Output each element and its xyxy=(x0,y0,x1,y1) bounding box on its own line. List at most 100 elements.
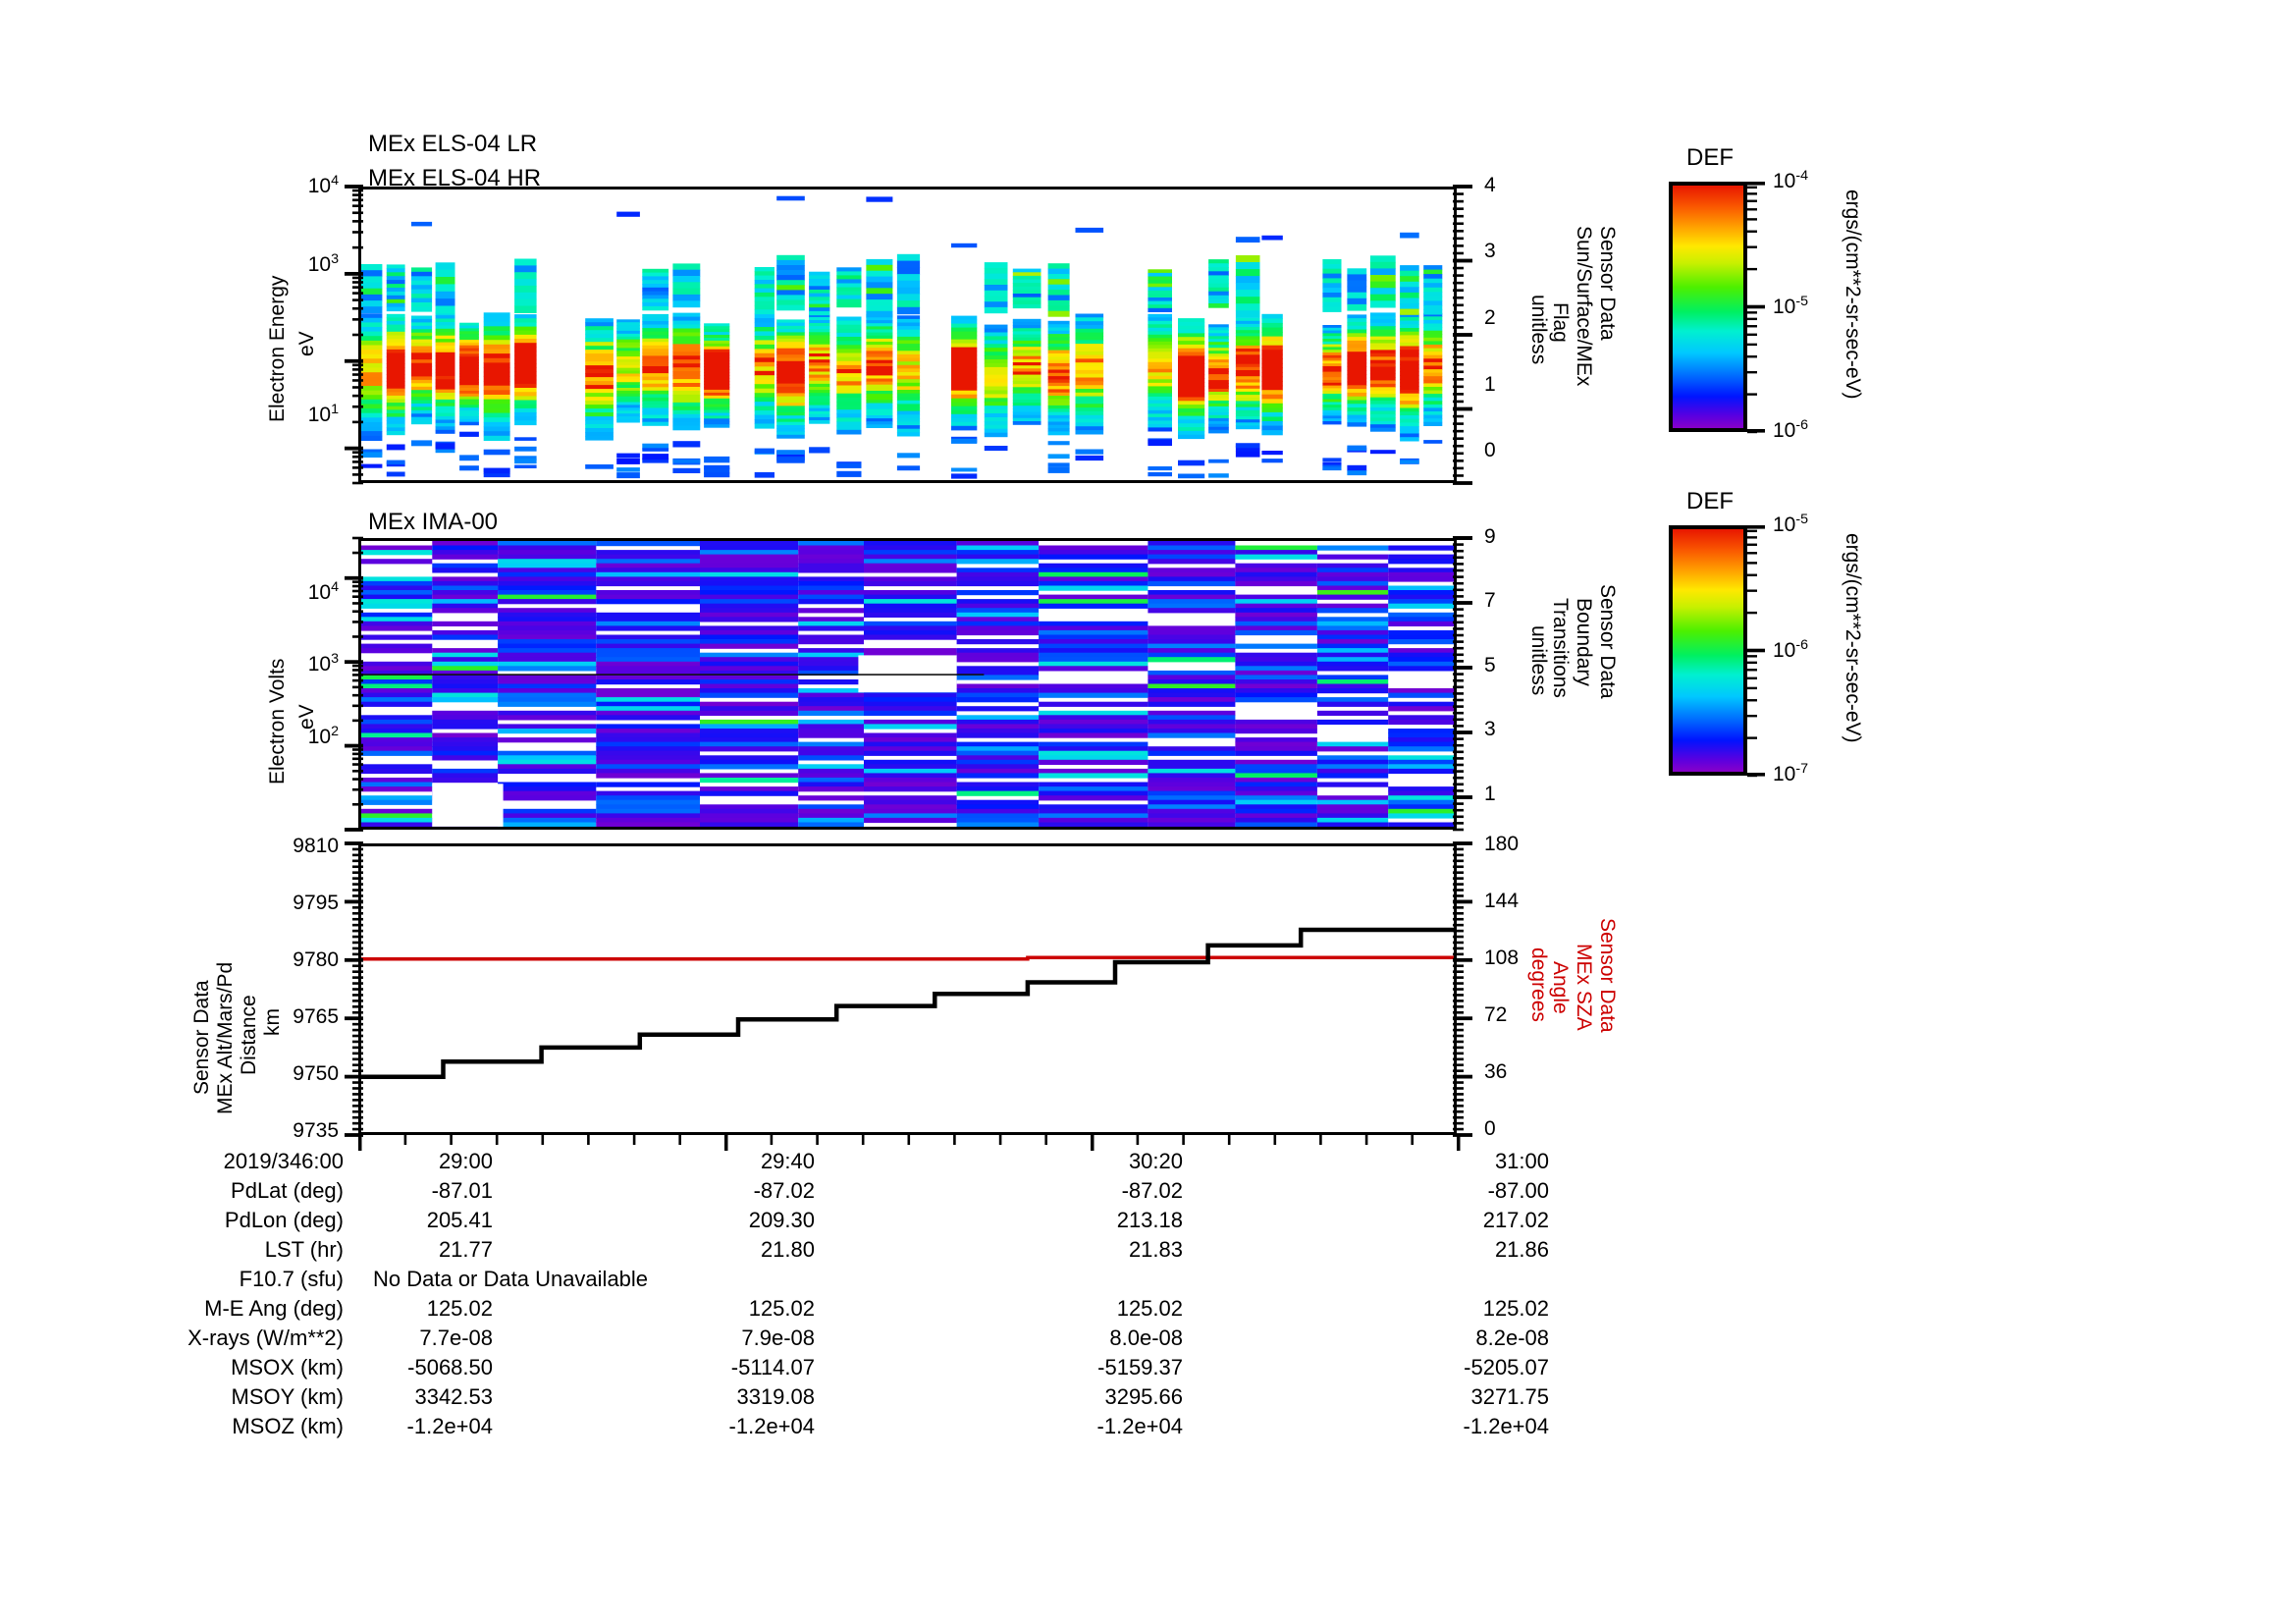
colorbar-ima-label-top: 10-5 xyxy=(1773,512,1808,537)
info-row-value: -5114.07 xyxy=(730,1355,815,1380)
info-row-value: 209.30 xyxy=(748,1208,815,1232)
ytick-exp: 4 xyxy=(331,579,339,595)
info-row-value: -5068.50 xyxy=(407,1355,493,1380)
info-row-value: 29:00 xyxy=(438,1149,493,1173)
panel3-series-canvas xyxy=(361,927,1454,1079)
panel3-ltick-9810: 9810 xyxy=(293,835,339,857)
colorbar-els-units: ergs/(cm**2-sr-sec-eV) xyxy=(1842,189,1865,400)
panel-els-rtick-1: 1 xyxy=(1484,373,1496,396)
ytick-mantissa: 10 xyxy=(307,175,332,197)
panel3-right-label-l2: Angle xyxy=(1549,961,1573,1014)
panel-els-ylabel-text: Electron Energy xyxy=(266,275,289,422)
panel3-rtick-72: 72 xyxy=(1484,1003,1508,1026)
cbar-mantissa: 10 xyxy=(1773,763,1796,785)
info-row-value: 7.7e-08 xyxy=(419,1325,493,1350)
panel3-frame xyxy=(358,843,1457,1135)
cbar-exp: -5 xyxy=(1795,294,1809,309)
info-row-value: 21.80 xyxy=(760,1237,815,1262)
ytick-exp: 1 xyxy=(331,402,339,417)
info-row-value: -1.2e+04 xyxy=(1463,1414,1549,1438)
panel-ima-spectrogram xyxy=(361,541,1454,827)
panel3-ltick-9750: 9750 xyxy=(293,1062,339,1085)
panel3-ltick-9780: 9780 xyxy=(293,948,339,971)
info-row-label: MSOX (km) xyxy=(231,1355,344,1380)
info-row-value: -1.2e+04 xyxy=(728,1414,815,1438)
colorbar-ima-ticks xyxy=(1747,525,1765,778)
panel3-ltick-9765: 9765 xyxy=(293,1005,339,1028)
panel-els-ytick-1e3: 103 xyxy=(285,251,339,277)
info-row-value: -5205.07 xyxy=(1464,1355,1549,1380)
panel-altitude-sza: Sensor Data MEx Alt/Mars/Pd Distance km … xyxy=(0,830,2296,1163)
panel3-ltick-9735: 9735 xyxy=(293,1119,339,1142)
info-row-value: -5159.37 xyxy=(1097,1355,1183,1380)
info-row-label: F10.7 (sfu) xyxy=(239,1267,344,1291)
panel-ima-right-label-l1: Boundary xyxy=(1573,598,1596,686)
panel-els-right-label-l2: Flag xyxy=(1549,302,1573,343)
info-row-value: 30:20 xyxy=(1128,1149,1183,1173)
info-row-value: -87.02 xyxy=(1121,1178,1183,1203)
info-row-label: MSOY (km) xyxy=(231,1384,344,1409)
info-row-value: 3271.75 xyxy=(1470,1384,1549,1409)
info-row-value: 217.02 xyxy=(1482,1208,1549,1232)
colorbar-ima-bar xyxy=(1669,525,1747,776)
panel-els-left-ticks xyxy=(345,185,363,485)
ytick-mantissa: 10 xyxy=(307,653,332,676)
info-row-value: 205.41 xyxy=(426,1208,493,1232)
panel3-rtick-144: 144 xyxy=(1484,890,1520,912)
panel3-left-label-l0: Sensor Data xyxy=(190,980,213,1095)
panel-els-spectrogram xyxy=(361,195,1443,479)
panel3-rtick-108: 108 xyxy=(1484,947,1520,969)
panel-ima: MEx IMA-00 Electron Volts eV 104 103 102… xyxy=(0,491,2296,844)
panel3-right-label-l0: Sensor Data xyxy=(1596,918,1620,1033)
panel3-rtick-180: 180 xyxy=(1484,833,1520,855)
colorbar-ima-label-bottom: 10-7 xyxy=(1773,761,1808,786)
panel3-rtick-36: 36 xyxy=(1484,1060,1508,1083)
ytick-mantissa: 10 xyxy=(307,404,332,426)
xaxis-ticks xyxy=(358,1135,1461,1151)
colorbar-els-label-mid: 10-5 xyxy=(1773,294,1808,319)
info-row-value: 8.2e-08 xyxy=(1475,1325,1549,1350)
panel3-left-ticks xyxy=(345,841,363,1137)
info-row-label: PdLat (deg) xyxy=(231,1178,344,1203)
cbar-exp: -7 xyxy=(1795,761,1809,777)
panel-els-title-lr: MEx ELS-04 LR xyxy=(368,131,538,157)
ytick-mantissa: 10 xyxy=(307,581,332,604)
info-row-label: X-rays (W/m**2) xyxy=(187,1325,344,1350)
info-row-value: -1.2e+04 xyxy=(406,1414,493,1438)
info-row-value: -87.01 xyxy=(431,1178,493,1203)
panel-ima-left-ticks xyxy=(345,536,363,832)
colorbar-ima-title: DEF xyxy=(1686,488,1734,514)
info-row-value: 21.83 xyxy=(1128,1237,1183,1262)
ytick-exp: 2 xyxy=(331,724,339,739)
info-row-value: 213.18 xyxy=(1116,1208,1183,1232)
cbar-exp: -6 xyxy=(1795,417,1809,433)
panel-els-rtick-2: 2 xyxy=(1484,306,1496,329)
info-row-label: PdLon (deg) xyxy=(224,1208,344,1232)
info-table: 2019/346:00 29:00 29:40 30:20 31:00 PdLat (de… xyxy=(0,1149,2296,1443)
colorbar-els-label-bottom: 10-6 xyxy=(1773,417,1808,443)
cbar-mantissa: 10 xyxy=(1773,639,1796,662)
info-row-label: MSOZ (km) xyxy=(232,1414,344,1438)
ytick-mantissa: 10 xyxy=(307,726,332,748)
panel-ima-ytick-1e3: 103 xyxy=(285,651,339,676)
colorbar-els-ticks xyxy=(1747,182,1765,434)
panel-els-ytick-1e4: 104 xyxy=(285,173,339,198)
panel-els-right-ticks xyxy=(1453,185,1472,485)
panel-els-rtick-3: 3 xyxy=(1484,240,1496,262)
panel-ima-right-ticks xyxy=(1453,536,1472,832)
panel-ima-frame xyxy=(358,538,1457,830)
panel3-right-label-l1: MEx SZA xyxy=(1573,944,1596,1031)
panel-els-yunits: eV xyxy=(295,314,318,373)
colorbar-els-title: DEF xyxy=(1686,144,1734,171)
panel3-rtick-0: 0 xyxy=(1484,1117,1496,1140)
colorbar-els-bar xyxy=(1669,182,1747,432)
info-row-value: -1.2e+04 xyxy=(1096,1414,1183,1438)
info-row-value: 125.02 xyxy=(1482,1296,1549,1321)
info-row-value: 7.9e-08 xyxy=(741,1325,815,1350)
panel-ima-rtick-5: 5 xyxy=(1484,654,1496,676)
panel-ima-right-label-l0: Sensor Data xyxy=(1596,584,1620,699)
info-row-value: 21.77 xyxy=(438,1237,493,1262)
panel-ima-plot-area xyxy=(361,541,1454,827)
panel-ima-right-label-l2: Transitions xyxy=(1549,598,1573,698)
info-row-value: 125.02 xyxy=(426,1296,493,1321)
